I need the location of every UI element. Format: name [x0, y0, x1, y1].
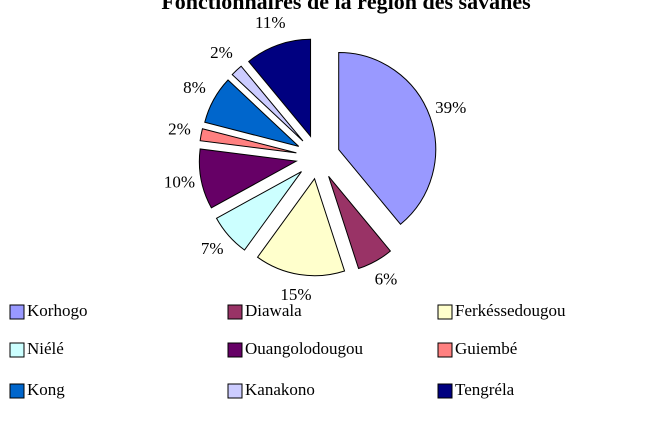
legend-label: Korhogo [27, 301, 87, 320]
data-label: 39% [435, 98, 466, 117]
data-label: 6% [375, 269, 398, 288]
legend-swatch [437, 383, 453, 399]
legend-swatch [227, 304, 243, 320]
legend-label: Ouangolodougou [245, 339, 364, 358]
data-label: 7% [201, 239, 224, 258]
chart-title: Fonctionnaires de la région des savanes [161, 0, 531, 14]
pie-slice [231, 65, 304, 142]
legend-label: Diawala [245, 301, 302, 320]
legend-swatch [227, 342, 243, 358]
pie-slice [248, 38, 312, 138]
legend-swatch [9, 304, 25, 320]
legend-label: Ferkéssedougou [455, 301, 566, 320]
legend-swatch [437, 342, 453, 358]
pie-slice [328, 175, 392, 270]
data-label: 8% [183, 78, 206, 97]
pie-slice [198, 148, 298, 209]
legend-swatch [437, 304, 453, 320]
pie-slice [256, 177, 346, 277]
legend-swatch [227, 383, 243, 399]
data-label: 15% [280, 285, 311, 304]
legend-swatch [9, 342, 25, 358]
legend-swatch [9, 383, 25, 399]
data-label: 2% [168, 119, 191, 138]
pie-slice [215, 171, 302, 251]
data-label: 11% [255, 13, 286, 32]
pie-slice [199, 128, 297, 154]
pie-slice [204, 79, 300, 147]
legend-label: Guiembé [455, 339, 517, 358]
data-label: 2% [210, 43, 233, 62]
data-label: 10% [164, 172, 195, 191]
legend-label: Kanakono [245, 380, 315, 399]
legend-label: Tengréla [455, 380, 515, 399]
legend-label: Kong [27, 380, 65, 399]
pie-slice [338, 52, 437, 225]
legend-label: Niélé [27, 339, 64, 358]
